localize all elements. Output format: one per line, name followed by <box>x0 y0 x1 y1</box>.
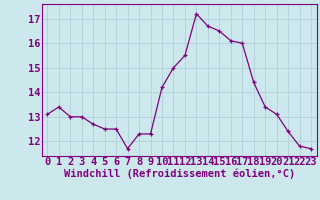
X-axis label: Windchill (Refroidissement éolien,°C): Windchill (Refroidissement éolien,°C) <box>64 169 295 179</box>
